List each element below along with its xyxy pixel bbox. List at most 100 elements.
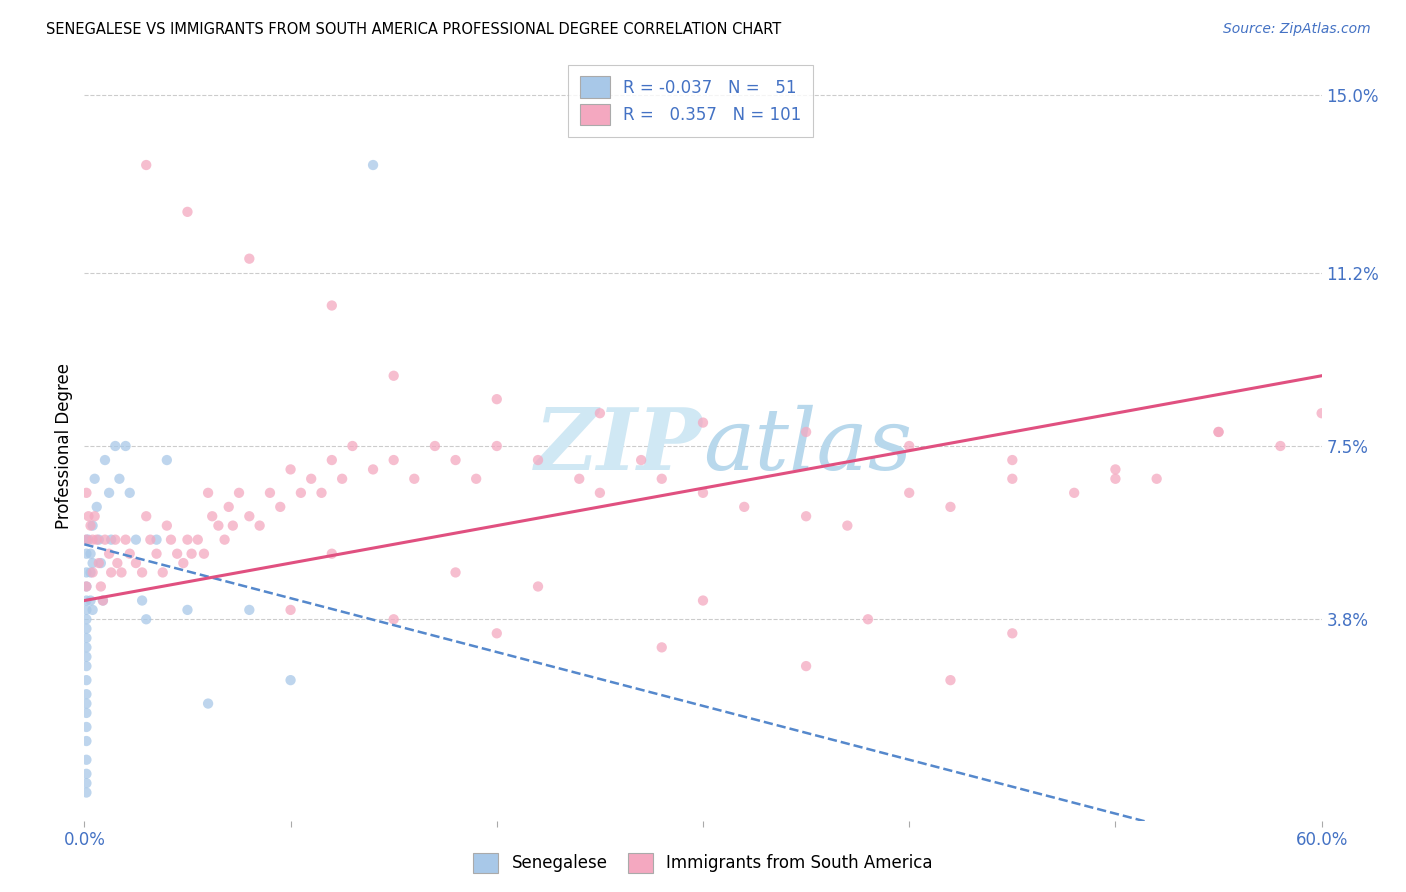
Point	[249, 518, 271, 533]
Point	[228, 485, 250, 500]
Point	[382, 453, 405, 467]
Point	[118, 547, 141, 561]
Point	[290, 485, 312, 500]
Point	[98, 485, 121, 500]
Point	[589, 485, 612, 500]
Point	[856, 612, 879, 626]
Point	[330, 472, 353, 486]
Point	[238, 252, 260, 266]
Point	[485, 392, 508, 407]
Point	[75, 485, 97, 500]
Point	[94, 533, 117, 547]
Point	[692, 593, 714, 607]
Point	[222, 518, 245, 533]
Point	[238, 603, 260, 617]
Point	[75, 580, 97, 594]
Point	[135, 158, 157, 172]
Point	[79, 547, 101, 561]
Point	[131, 566, 153, 580]
Point	[692, 485, 714, 500]
Point	[90, 580, 112, 594]
Point	[898, 485, 921, 500]
Point	[104, 439, 127, 453]
Point	[82, 518, 104, 533]
Point	[218, 500, 240, 514]
Point	[280, 673, 302, 688]
Point	[75, 697, 97, 711]
Point	[589, 406, 612, 420]
Point	[939, 673, 962, 688]
Point	[75, 533, 97, 547]
Point	[75, 687, 97, 701]
Point	[197, 485, 219, 500]
Text: SENEGALESE VS IMMIGRANTS FROM SOUTH AMERICA PROFESSIONAL DEGREE CORRELATION CHAR: SENEGALESE VS IMMIGRANTS FROM SOUTH AMER…	[46, 22, 782, 37]
Point	[125, 533, 148, 547]
Point	[75, 786, 97, 800]
Point	[197, 697, 219, 711]
Point	[100, 533, 122, 547]
Point	[201, 509, 224, 524]
Point	[444, 453, 467, 467]
Point	[145, 547, 167, 561]
Point	[193, 547, 215, 561]
Point	[423, 439, 446, 453]
Point	[156, 518, 179, 533]
Point	[651, 640, 673, 655]
Point	[321, 453, 343, 467]
Point	[898, 439, 921, 453]
Point	[176, 533, 198, 547]
Point	[98, 547, 121, 561]
Point	[79, 593, 101, 607]
Point	[75, 593, 97, 607]
Point	[145, 533, 167, 547]
Point	[361, 158, 384, 172]
Point	[176, 603, 198, 617]
Point	[114, 533, 136, 547]
Point	[180, 547, 202, 561]
Point	[280, 603, 302, 617]
Point	[939, 500, 962, 514]
Point	[156, 453, 179, 467]
Point	[83, 509, 105, 524]
Point	[1146, 472, 1168, 486]
Point	[75, 640, 97, 655]
Y-axis label: Professional Degree: Professional Degree	[55, 363, 73, 529]
Point	[1104, 472, 1126, 486]
Point	[75, 720, 97, 734]
Point	[485, 626, 508, 640]
Point	[837, 518, 859, 533]
Point	[82, 566, 104, 580]
Point	[75, 649, 97, 664]
Point	[1208, 425, 1230, 439]
Point	[79, 518, 101, 533]
Point	[568, 472, 591, 486]
Point	[1310, 406, 1333, 420]
Point	[152, 566, 174, 580]
Point	[465, 472, 488, 486]
Point	[238, 509, 260, 524]
Point	[172, 556, 194, 570]
Point	[135, 612, 157, 626]
Text: atlas: atlas	[703, 405, 912, 487]
Point	[485, 439, 508, 453]
Point	[733, 500, 755, 514]
Point	[1208, 425, 1230, 439]
Point	[108, 472, 131, 486]
Point	[404, 472, 426, 486]
Point	[207, 518, 229, 533]
Point	[342, 439, 364, 453]
Point	[794, 509, 817, 524]
Point	[75, 622, 97, 636]
Point	[105, 556, 128, 570]
Point	[75, 547, 97, 561]
Point	[75, 706, 97, 720]
Point	[75, 566, 97, 580]
Point	[75, 673, 97, 688]
Point	[83, 472, 105, 486]
Point	[75, 612, 97, 626]
Point	[77, 533, 100, 547]
Point	[125, 556, 148, 570]
Point	[104, 533, 127, 547]
Point	[321, 547, 343, 561]
Point	[118, 485, 141, 500]
